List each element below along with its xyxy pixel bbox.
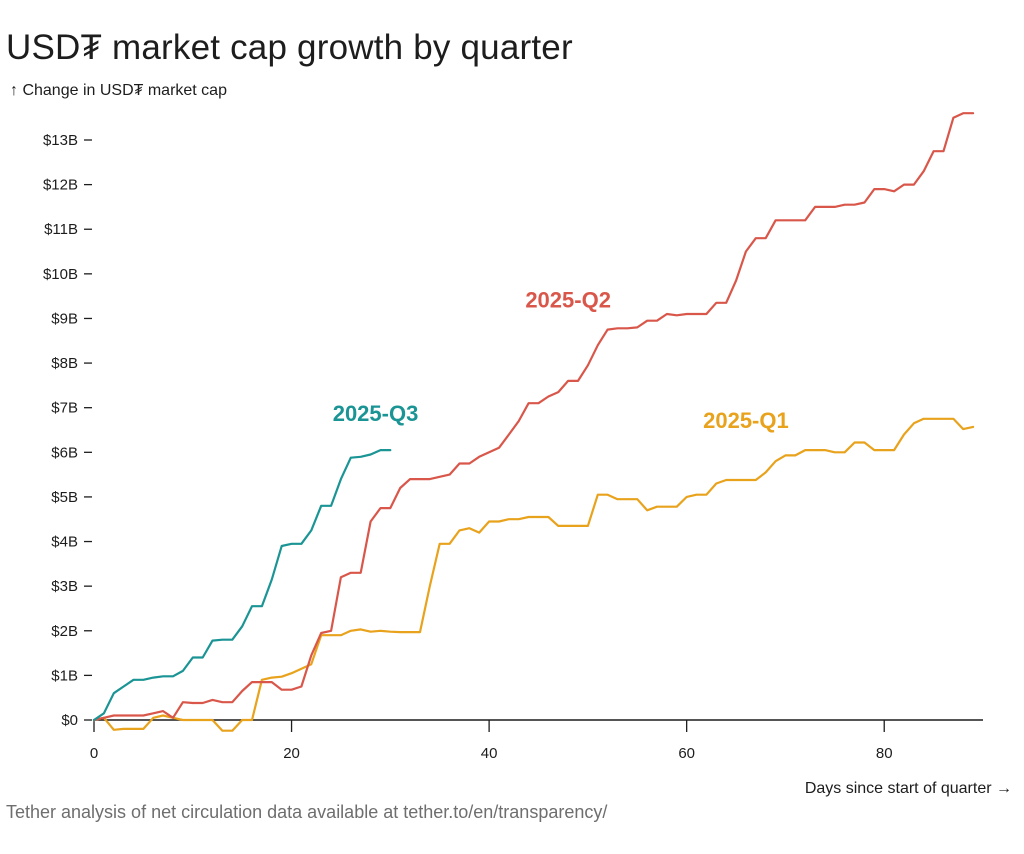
y-tick-label: $0 bbox=[61, 712, 78, 729]
series-layer bbox=[92, 112, 975, 732]
series-line-2025-q1 bbox=[92, 417, 975, 732]
y-tick-label: $2B bbox=[51, 623, 78, 640]
y-tick-label: $6B bbox=[51, 444, 78, 461]
y-tick-label: $7B bbox=[51, 400, 78, 417]
series-line-2025-q2 bbox=[92, 112, 975, 722]
series-label-2025-q1: 2025-Q1 bbox=[703, 408, 789, 433]
y-tick-label: $11B bbox=[44, 221, 78, 238]
y-tick-label: $5B bbox=[51, 489, 78, 506]
x-tick-label: 80 bbox=[876, 745, 893, 762]
series-label-2025-q3: 2025-Q3 bbox=[333, 401, 419, 426]
line-chart: $0 $1B $2B $3B $4B $5B $6B $7B $8B $9B $10B $11B $12… bbox=[43, 112, 983, 762]
y-axis-label: ↑ Change in USD₮ market cap bbox=[10, 82, 227, 99]
y-tick-label: $4B bbox=[51, 534, 78, 551]
x-tick-label: 0 bbox=[90, 745, 98, 762]
y-tick-label: $1B bbox=[51, 667, 78, 684]
y-axis: $0 $1B $2B $3B $4B $5B $6B $7B $8B $9B $10B $11B $12… bbox=[43, 132, 92, 729]
y-tick-label: $8B bbox=[51, 355, 78, 372]
x-tick-label: 60 bbox=[678, 745, 695, 762]
y-tick-label: $12B bbox=[43, 177, 78, 194]
series-label-layer: 2025-Q1 2025-Q2 2025-Q3 bbox=[333, 287, 789, 432]
x-tick-label: 20 bbox=[283, 745, 300, 762]
chart-title: USD₮ market cap growth by quarter bbox=[6, 28, 573, 67]
series-label-2025-q2: 2025-Q2 bbox=[525, 287, 611, 312]
x-axis-label: Days since start of quarter → bbox=[804, 780, 1012, 797]
y-tick-label: $3B bbox=[51, 578, 78, 595]
y-tick-label: $13B bbox=[43, 132, 78, 149]
x-axis: 0 20 40 60 80 bbox=[90, 719, 983, 762]
y-tick-label: $10B bbox=[43, 266, 78, 283]
x-tick-label: 40 bbox=[481, 745, 498, 762]
y-tick-label: $9B bbox=[51, 310, 78, 327]
source-note: Tether analysis of net circulation data … bbox=[6, 802, 608, 822]
series-line-2025-q3 bbox=[92, 449, 392, 722]
